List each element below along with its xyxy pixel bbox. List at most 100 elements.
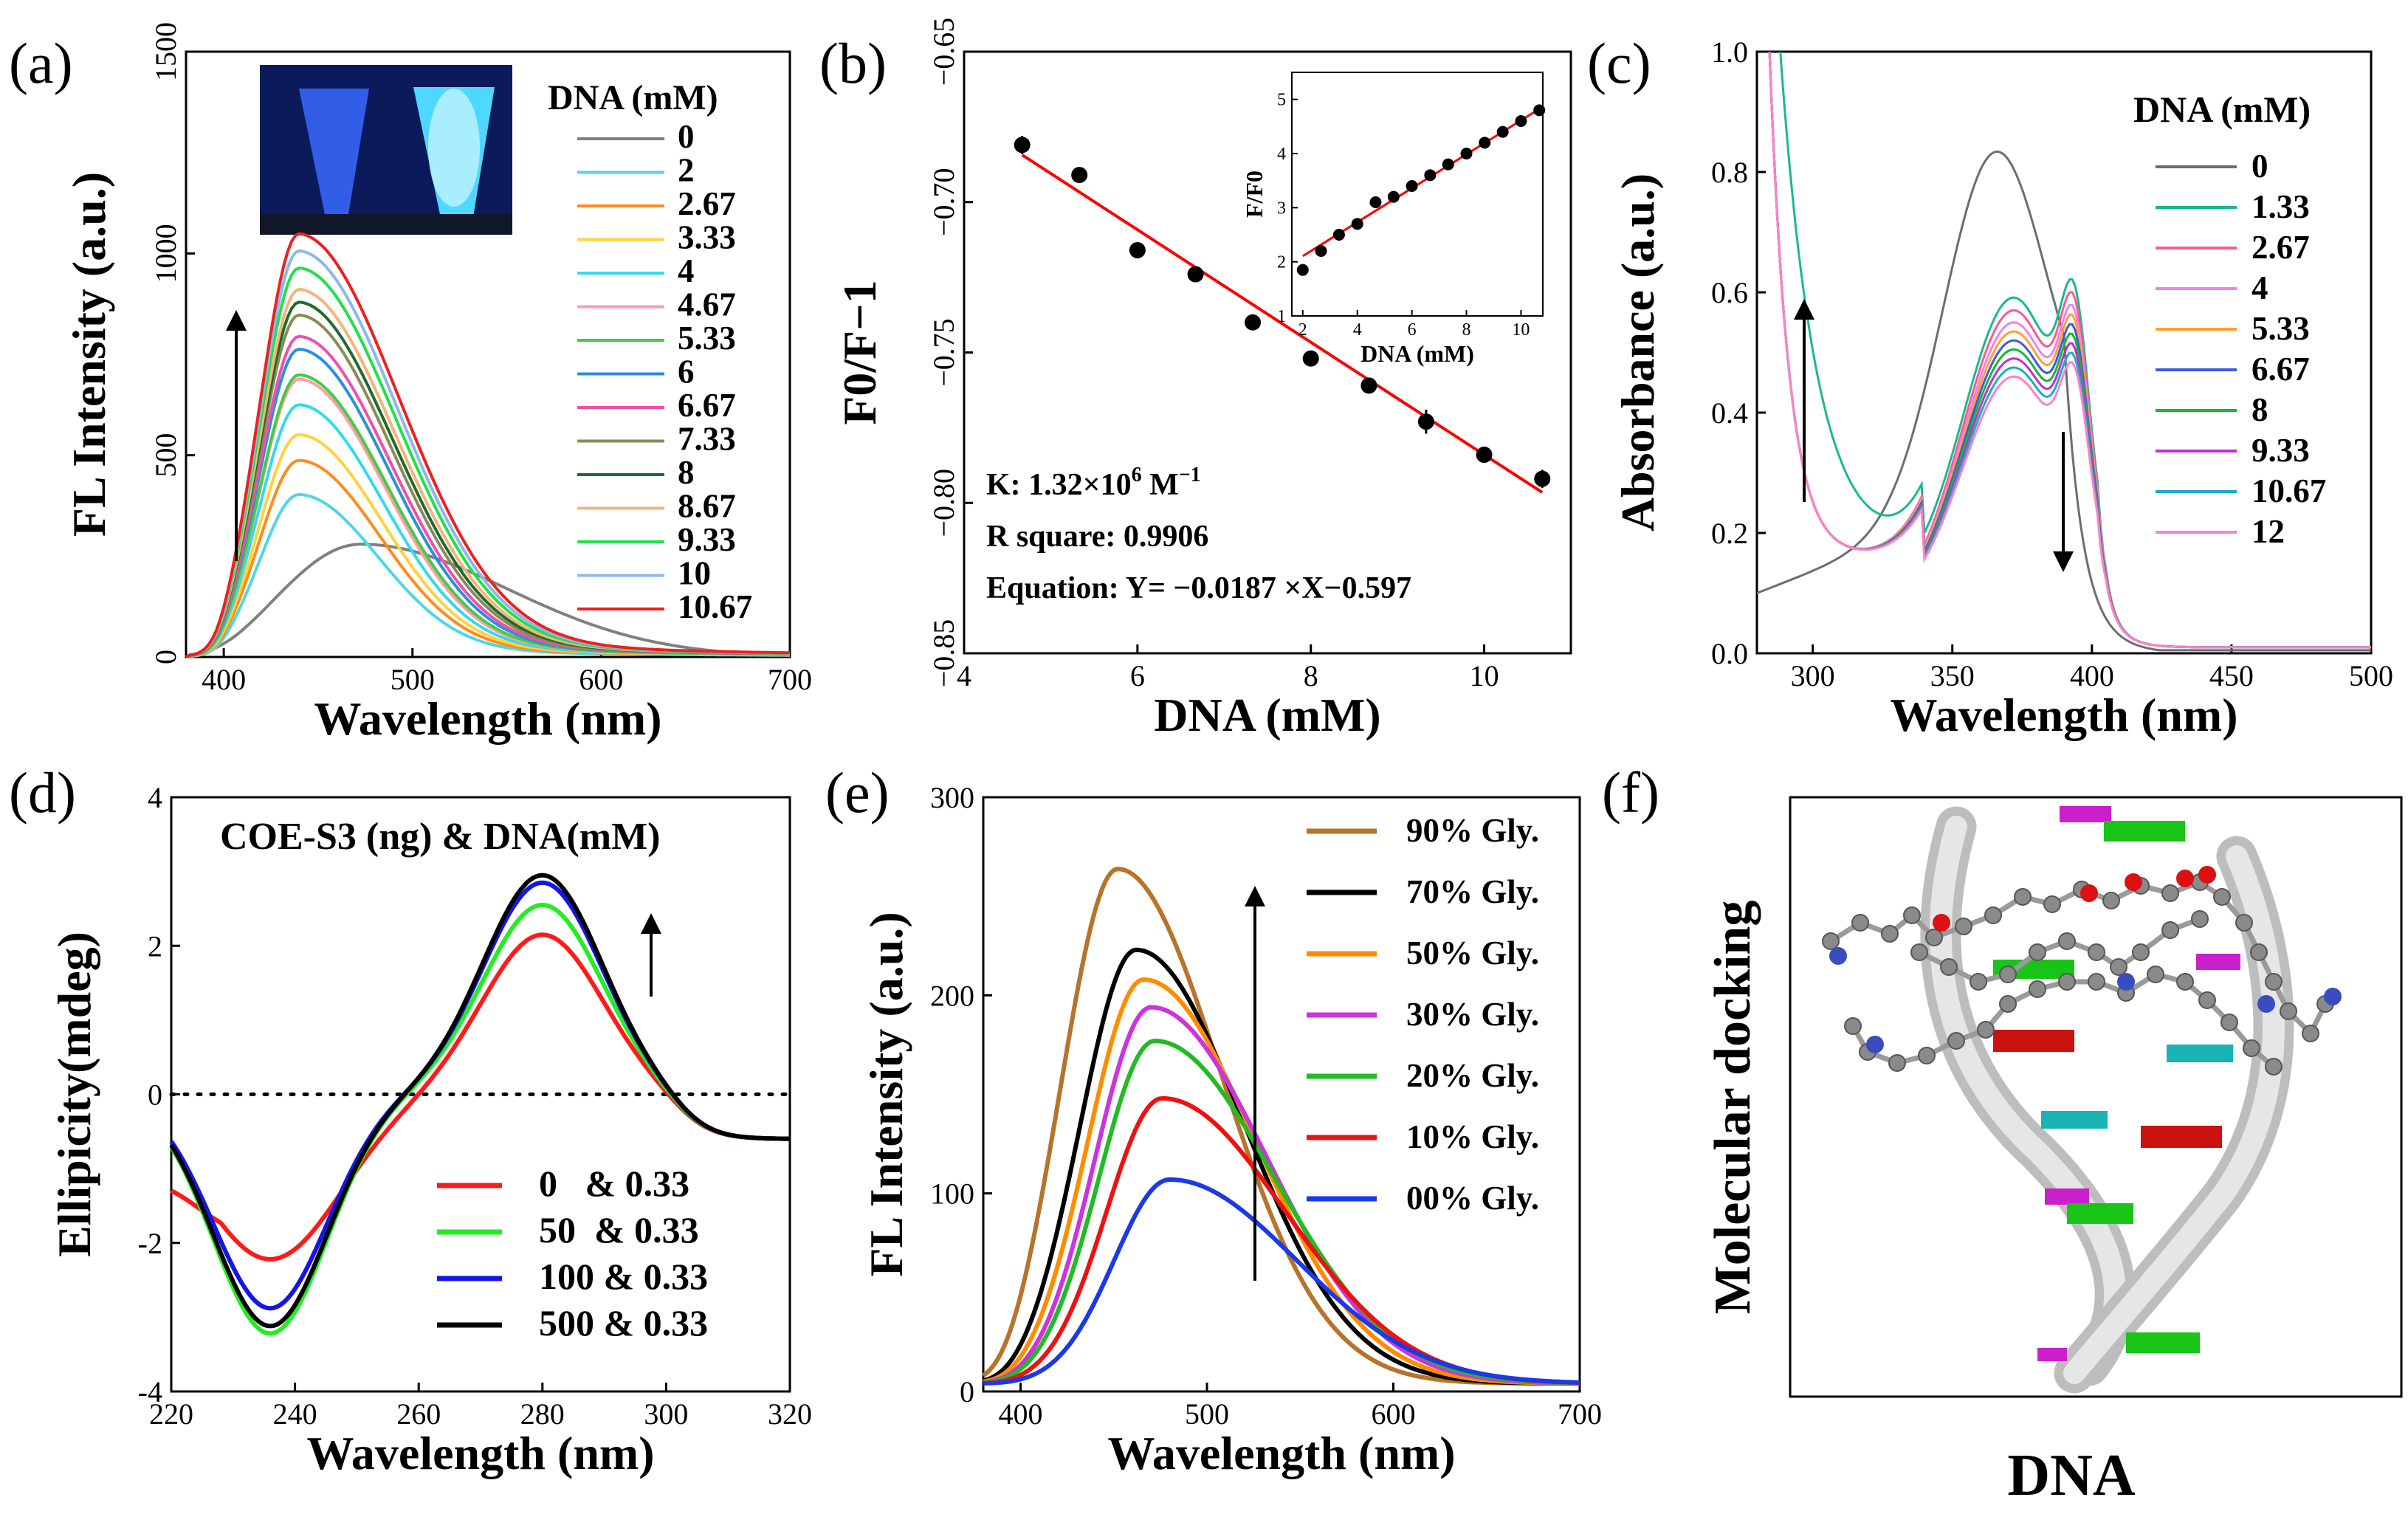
- legend-label: 4: [2252, 269, 2268, 306]
- inset-data-point: [1533, 104, 1546, 117]
- y-tick-label: 2: [148, 929, 162, 963]
- ligand-atom: [1822, 932, 1840, 950]
- ligand-atom: [2088, 943, 2105, 961]
- docking-bottom-label: DNA: [2007, 1443, 2136, 1508]
- ligand-nitrogen: [2117, 973, 2135, 991]
- ligand-atom: [2176, 973, 2194, 991]
- y-tick-label: 0: [149, 650, 182, 664]
- legend-label: 6: [678, 354, 695, 390]
- legend-label: 10.67: [678, 588, 752, 625]
- data-point: [1187, 266, 1204, 283]
- increase-arrow-head: [641, 913, 661, 934]
- panel-d-circular-dichroism: 220 240 260 280 300 320 -4 -2 0 2 4 Wavelength (nm)…: [48, 781, 812, 1479]
- x-tick-label: 600: [1372, 1397, 1416, 1431]
- y-tick-label: 0: [148, 1078, 162, 1112]
- x-tick-label: 600: [579, 663, 623, 696]
- panel-label-d: (d): [9, 760, 76, 825]
- legend-label: 90% Gly.: [1406, 812, 1539, 849]
- inset-data-point: [1460, 148, 1473, 159]
- y-tick-label: 1500: [149, 22, 182, 81]
- ligand-oxygen: [2080, 884, 2098, 902]
- inset-x-tick-label: 8: [1462, 320, 1471, 340]
- panel-a-fluorescence: 400 500 600 700 0 500 1000 1500 Wavelength (nm) F…: [63, 22, 812, 745]
- inset-photo: inset photo of two glowing cuvettes unde…: [260, 65, 512, 235]
- x-tick-label: 300: [1791, 659, 1835, 692]
- inset-y-tick-label: 1: [1277, 307, 1286, 326]
- series-line-12: [1768, 52, 2371, 649]
- x-axis-label: Wavelength (nm): [306, 1427, 654, 1479]
- inset-y-tick-label: 5: [1277, 91, 1286, 110]
- legend-label: 4: [678, 252, 695, 289]
- ligand-atom: [1881, 925, 1899, 943]
- y-tick-label: 1000: [149, 224, 182, 283]
- y-tick-label: 4: [148, 781, 162, 814]
- ligand-oxygen: [1933, 914, 1950, 932]
- x-tick-label: 400: [202, 663, 246, 696]
- legend-label: 5.33: [678, 320, 736, 357]
- x-tick-label: 500: [1185, 1397, 1229, 1431]
- ligand-atom: [2132, 943, 2150, 961]
- y-tick-label: 0: [960, 1375, 974, 1408]
- y-tick-label: 0.0: [1711, 637, 1748, 670]
- y-tick-label: −0.65: [927, 18, 960, 86]
- legend-label: 4.67: [678, 286, 736, 323]
- dna-base: [2060, 806, 2111, 822]
- inset-data-point: [1515, 115, 1527, 127]
- plot-frame: [982, 796, 1581, 1393]
- inset-x-label: DNA (mM): [1360, 340, 1474, 367]
- legend-label: 00% Gly.: [1406, 1180, 1539, 1217]
- inset-data-point: [1442, 158, 1454, 171]
- panel-b-stern-volmer: 4 6 8 10 −0.85 −0.80 −0.75 −0.70 −0.65 DNA (mM) F0…: [833, 18, 1572, 741]
- inset-data-point: [1406, 180, 1418, 192]
- legend-label: 6.67: [2252, 351, 2310, 388]
- data-point: [1417, 413, 1434, 430]
- inset-data-point: [1424, 169, 1437, 182]
- ligand-atom: [2102, 892, 2120, 909]
- dna-base: [2196, 954, 2240, 970]
- y-tick-label: -4: [138, 1375, 162, 1408]
- ligand-atom: [2029, 943, 2046, 961]
- ligand-atom: [2280, 1002, 2297, 1020]
- ligand-nitrogen: [2324, 988, 2342, 1005]
- panel-label-c: (c): [1587, 31, 1651, 95]
- legend-label: 8: [678, 454, 695, 491]
- ligand-atom: [1851, 914, 1869, 932]
- y-tick-label: 200: [930, 979, 974, 1012]
- ligand-oxygen: [2198, 866, 2216, 884]
- legend-label: 8: [2252, 391, 2268, 428]
- y-axis-label: Absorbance (a.u.): [1611, 173, 1664, 531]
- legend-label: 8.67: [678, 488, 736, 525]
- legend-label: 100 & 0.33: [539, 1256, 708, 1297]
- inset-data-point: [1296, 264, 1309, 276]
- inset-data-point: [1315, 245, 1327, 257]
- increase-arrow-head: [1245, 886, 1265, 906]
- inset-photo-rack: [260, 214, 512, 235]
- legend-label: 500 & 0.33: [539, 1302, 708, 1343]
- dna-base: [2126, 1332, 2200, 1353]
- series-line-3: [169, 873, 791, 1329]
- x-tick-label: 8: [1304, 659, 1318, 692]
- ligand-nitrogen: [1829, 947, 1847, 965]
- inset-x-tick-label: 2: [1298, 320, 1307, 340]
- legend-label: 0 & 0.33: [539, 1163, 689, 1204]
- inset-frame: [1291, 72, 1544, 317]
- annotation-r-square: R square: 0.9906: [986, 520, 1208, 554]
- ligand-atom: [1940, 958, 1958, 976]
- y-tick-label: 1.0: [1711, 35, 1748, 69]
- x-tick-label: 400: [2070, 659, 2114, 692]
- inset-x-tick-label: 6: [1408, 320, 1417, 340]
- legend-label: 20% Gly.: [1406, 1057, 1539, 1094]
- legend-label: 5.33: [2252, 310, 2310, 347]
- dna-base: [1993, 1030, 2074, 1052]
- legend-title: DNA (mM): [2133, 89, 2311, 130]
- ligand-atom: [2265, 1058, 2283, 1076]
- x-tick-label: 450: [2209, 659, 2254, 692]
- inset-y-tick-label: 4: [1277, 145, 1286, 164]
- y-tick-label: 0.2: [1711, 517, 1748, 550]
- legend-label: 50% Gly.: [1406, 935, 1539, 971]
- inset-data-point: [1387, 190, 1400, 203]
- panel-label-a: (a): [9, 31, 73, 95]
- ligand-atom: [2243, 1039, 2260, 1057]
